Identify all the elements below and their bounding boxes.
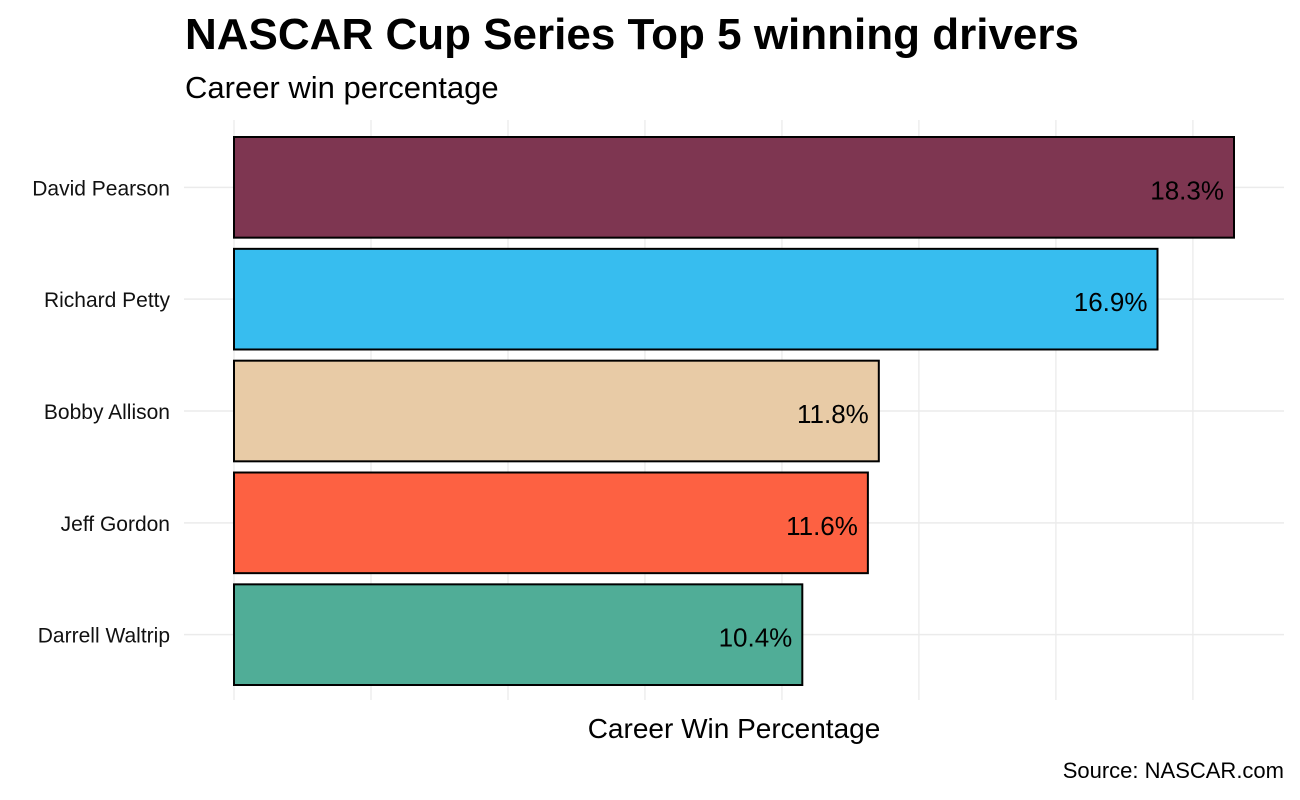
bar-bobby-allison bbox=[233, 359, 880, 463]
bar-value-label: 11.8% bbox=[797, 399, 869, 429]
bar-value-label: 11.6% bbox=[786, 511, 858, 541]
bar-darrell-waltrip bbox=[233, 583, 804, 686]
y-tick-label: Bobby Allison bbox=[44, 401, 170, 424]
y-tick-label: Jeff Gordon bbox=[61, 513, 170, 536]
bar-value-label: 10.4% bbox=[719, 623, 793, 653]
y-axis-tick-labels: David Pearson Richard Petty Bobby Allison J… bbox=[32, 177, 170, 647]
y-tick-label: David Pearson bbox=[32, 177, 170, 200]
bars bbox=[233, 136, 1235, 686]
bar-value-label: 16.9% bbox=[1074, 287, 1148, 317]
source-caption: Source: NASCAR.com bbox=[1062, 758, 1284, 783]
bar-value-labels: 18.3% 16.9% 11.8% 11.6% 10.4% bbox=[719, 175, 1224, 652]
chart-subtitle: Career win percentage bbox=[185, 70, 499, 105]
x-axis-label: Career Win Percentage bbox=[587, 713, 881, 744]
bar-richard-petty bbox=[233, 247, 1159, 351]
chart-title: NASCAR Cup Series Top 5 winning drivers bbox=[185, 10, 1079, 59]
bar-david-pearson bbox=[233, 136, 1235, 239]
y-tick-label: Richard Petty bbox=[44, 289, 171, 312]
bar-value-label: 18.3% bbox=[1150, 175, 1224, 205]
bar-jeff-gordon bbox=[233, 471, 869, 575]
y-tick-label: Darrell Waltrip bbox=[38, 625, 170, 648]
